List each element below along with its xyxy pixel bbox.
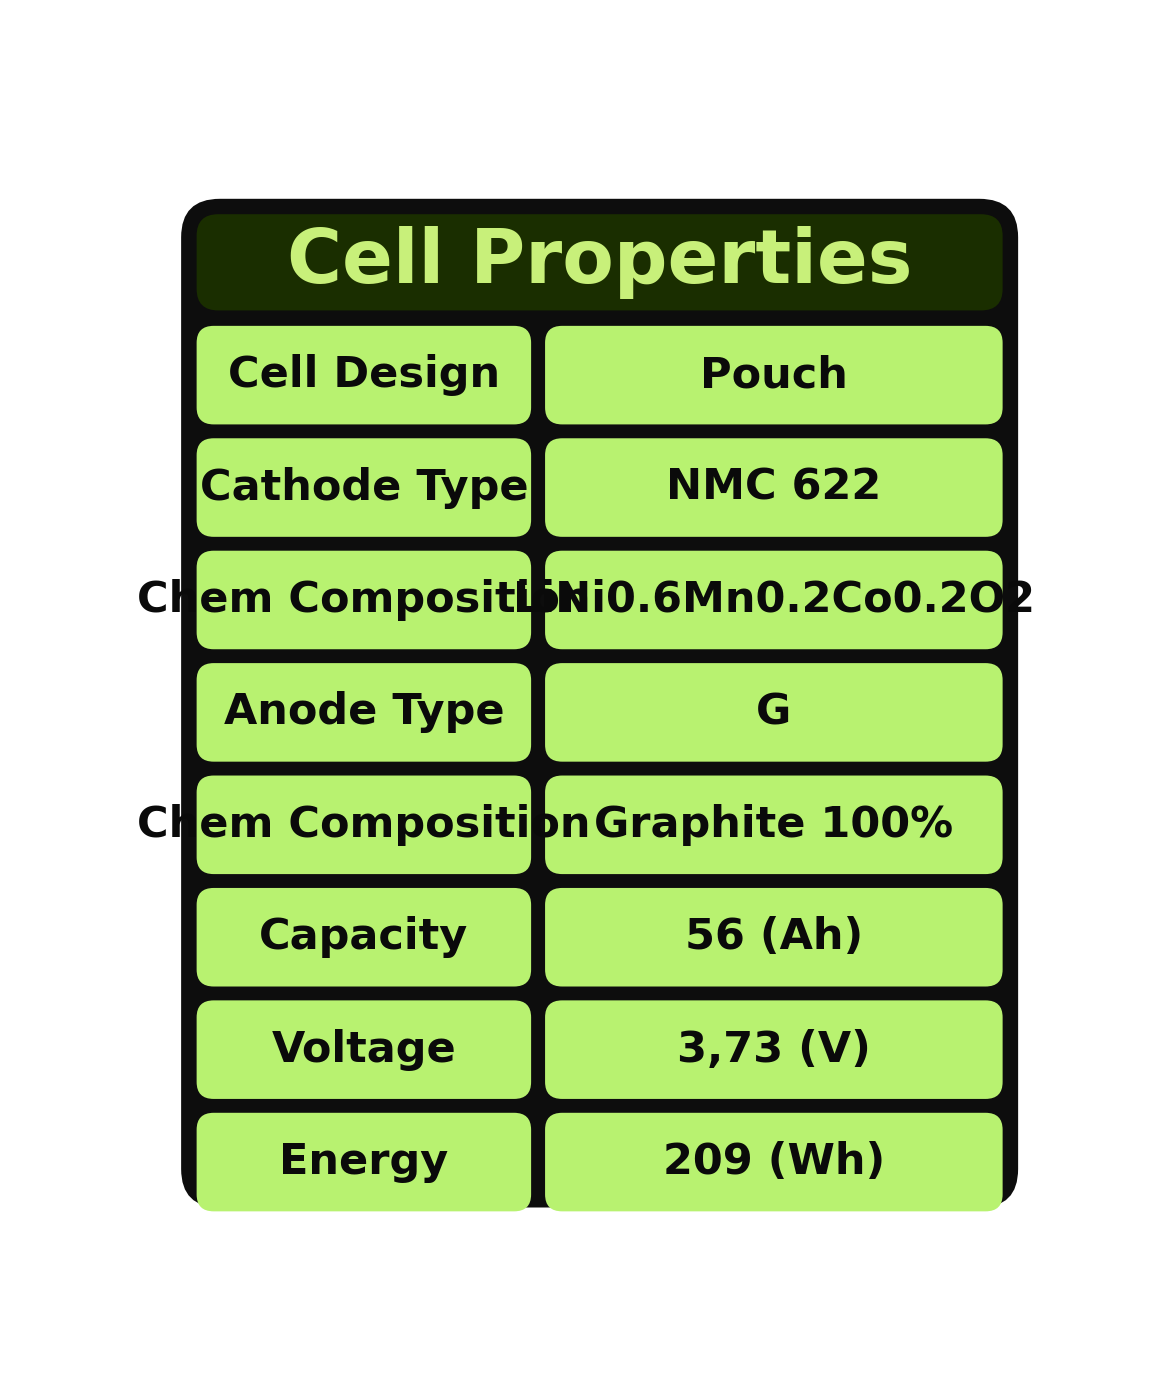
FancyBboxPatch shape bbox=[545, 776, 1003, 874]
Text: LiNi0.6Mn0.2Co0.2O2: LiNi0.6Mn0.2Co0.2O2 bbox=[512, 580, 1034, 622]
Text: Graphite 100%: Graphite 100% bbox=[594, 804, 954, 846]
FancyBboxPatch shape bbox=[197, 1001, 531, 1099]
Text: Cathode Type: Cathode Type bbox=[200, 466, 528, 508]
Text: 3,73 (V): 3,73 (V) bbox=[677, 1029, 870, 1071]
Text: Chem Composition: Chem Composition bbox=[137, 580, 591, 622]
FancyBboxPatch shape bbox=[197, 776, 531, 874]
FancyBboxPatch shape bbox=[545, 888, 1003, 987]
Text: Capacity: Capacity bbox=[260, 916, 468, 958]
FancyBboxPatch shape bbox=[545, 326, 1003, 424]
Text: Chem Composition: Chem Composition bbox=[137, 804, 591, 846]
FancyBboxPatch shape bbox=[197, 888, 531, 987]
FancyBboxPatch shape bbox=[545, 1113, 1003, 1211]
FancyBboxPatch shape bbox=[197, 326, 531, 424]
Text: Energy: Energy bbox=[280, 1141, 448, 1183]
Text: Cell Properties: Cell Properties bbox=[287, 225, 913, 298]
FancyBboxPatch shape bbox=[197, 550, 531, 650]
FancyBboxPatch shape bbox=[197, 1113, 531, 1211]
Text: Voltage: Voltage bbox=[271, 1029, 456, 1071]
Text: Cell Design: Cell Design bbox=[228, 354, 500, 396]
FancyBboxPatch shape bbox=[197, 214, 1003, 311]
FancyBboxPatch shape bbox=[197, 664, 531, 762]
Text: Anode Type: Anode Type bbox=[223, 692, 504, 734]
Text: G: G bbox=[756, 692, 791, 734]
Text: Pouch: Pouch bbox=[700, 354, 848, 396]
FancyBboxPatch shape bbox=[545, 550, 1003, 650]
Text: NMC 622: NMC 622 bbox=[666, 466, 881, 508]
FancyBboxPatch shape bbox=[545, 438, 1003, 536]
FancyBboxPatch shape bbox=[545, 664, 1003, 762]
FancyBboxPatch shape bbox=[181, 199, 1018, 1207]
Text: 209 (Wh): 209 (Wh) bbox=[662, 1141, 885, 1183]
FancyBboxPatch shape bbox=[545, 1001, 1003, 1099]
FancyBboxPatch shape bbox=[197, 438, 531, 536]
Text: 56 (Ah): 56 (Ah) bbox=[684, 916, 863, 958]
